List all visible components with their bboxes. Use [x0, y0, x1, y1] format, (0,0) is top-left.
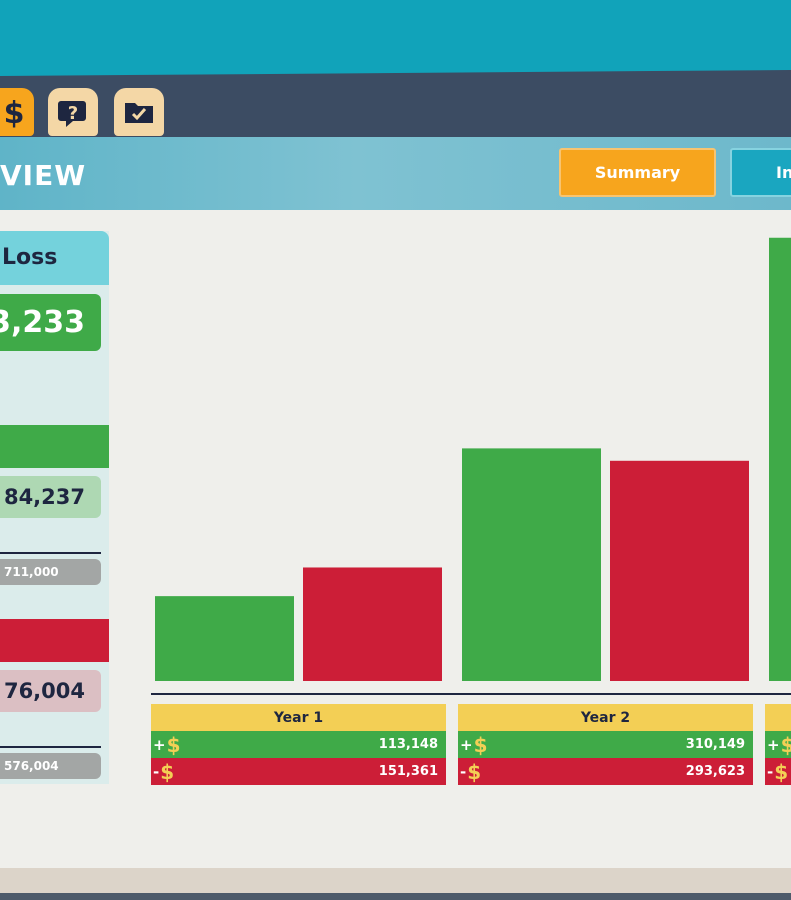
year-table: Year 1 + $ 113,148 - $ 151,361 [151, 704, 446, 785]
expenses-total: 76,004 [0, 670, 101, 712]
income-total: 84,237 [0, 476, 101, 518]
divider [0, 552, 101, 554]
divider [0, 746, 101, 748]
loss-sign: - $ [767, 759, 789, 784]
bar-loss-1 [303, 567, 442, 681]
dollar-icon: $ [780, 732, 791, 757]
help-tool-button[interactable]: ? [48, 88, 98, 136]
summary-card-heading: Loss [0, 231, 109, 285]
page-title: VIEW [0, 159, 87, 192]
panel-bottom-shadow [0, 893, 791, 900]
year-label [765, 704, 791, 731]
svg-text:$: $ [4, 96, 25, 129]
loss-row: - $ 151,361 [151, 758, 446, 785]
expenses-band [0, 619, 109, 662]
gain-row: + $ 113,148 [151, 731, 446, 758]
net-result-value: 3,233 [0, 294, 101, 351]
year-table: Year 2 + $ 310,149 - $ 293,623 [458, 704, 753, 785]
loss-row: - $ 293,623 [458, 758, 753, 785]
gain-value: 113,148 [378, 737, 438, 752]
bar-gain-1 [155, 596, 294, 681]
gain-row: + $ 310,149 [458, 731, 753, 758]
dollar-icon: $ [166, 732, 181, 757]
dollar-icon: $ [774, 759, 789, 784]
year-label: Year 1 [151, 704, 446, 731]
svg-text:?: ? [68, 103, 78, 124]
gain-sign: + $ [153, 732, 181, 757]
bar-gain-3 [769, 237, 791, 681]
expenses-detail: 576,004 [0, 753, 101, 779]
chart-baseline [151, 693, 791, 695]
loss-sign: - $ [153, 759, 175, 784]
dollar-icon: $ [473, 732, 488, 757]
tab-income[interactable]: In [730, 148, 791, 197]
year-label: Year 2 [458, 704, 753, 731]
help-icon: ? [58, 101, 86, 127]
year-table: + $ - $ [765, 704, 791, 785]
loss-value: 293,623 [685, 764, 745, 779]
loss-value: 151,361 [378, 764, 438, 779]
loss-row: - $ [765, 758, 791, 785]
top-band [0, 0, 791, 80]
dollar-icon: $ [467, 759, 482, 784]
income-detail: 711,000 [0, 559, 101, 585]
dollar-icon: $ [160, 759, 175, 784]
finance-tool-button[interactable]: $ [0, 88, 34, 136]
dollar-icon: $ [4, 96, 25, 129]
gain-sign: + $ [460, 732, 488, 757]
loss-sign: - $ [460, 759, 482, 784]
tab-summary[interactable]: Summary [559, 148, 716, 197]
bar-gain-2 [462, 448, 601, 681]
report-tool-button[interactable] [114, 88, 164, 136]
folder-check-icon [125, 103, 153, 123]
gain-value: 310,149 [685, 737, 745, 752]
gain-row: + $ [765, 731, 791, 758]
income-band [0, 425, 109, 468]
gain-sign: + $ [767, 733, 791, 757]
bar-loss-2 [610, 460, 749, 681]
